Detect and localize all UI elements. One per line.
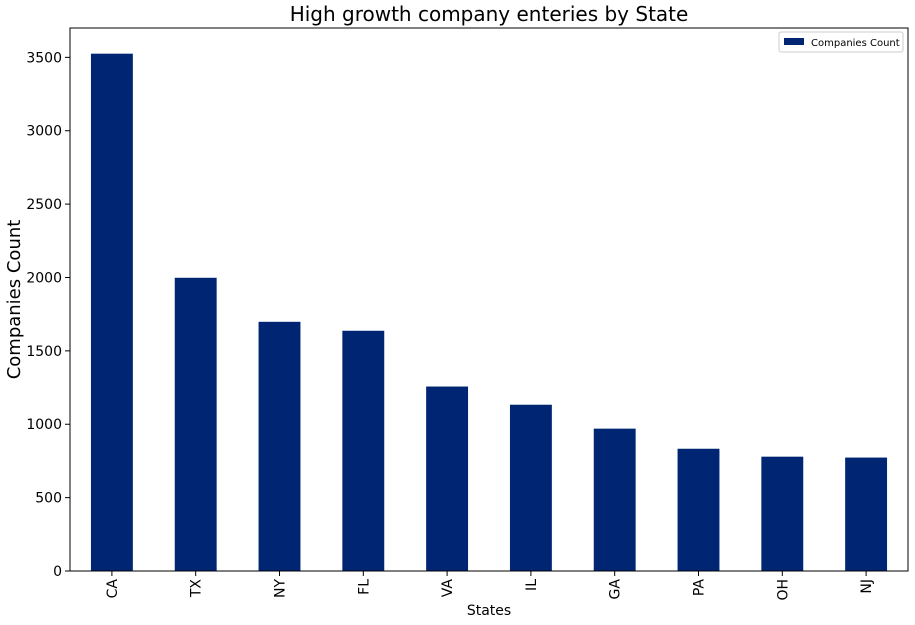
plot-frame — [69, 27, 909, 572]
y-tick-label: 2500 — [26, 197, 62, 213]
y-tick-label: 3500 — [26, 50, 62, 66]
legend: Companies Count — [778, 31, 904, 53]
x-tick-label: IL — [524, 579, 540, 591]
bar-ca — [90, 53, 133, 571]
bar-ny — [258, 321, 301, 571]
legend-label: Companies Count — [811, 38, 900, 49]
x-tick-label: NJ — [859, 579, 875, 594]
bar-va — [426, 386, 469, 571]
bar-pa — [677, 448, 720, 571]
y-tick-label: 1500 — [26, 344, 62, 360]
x-tick-label: FL — [356, 579, 372, 595]
bar-il — [509, 404, 552, 571]
y-tick-label: 0 — [53, 564, 62, 580]
bar-fl — [342, 330, 385, 571]
legend-box — [778, 31, 904, 53]
x-tick-label: TX — [189, 579, 205, 599]
y-tick-label: 3000 — [26, 124, 62, 140]
y-tick-label: 500 — [35, 491, 62, 507]
y-axis-ticks: 0 500 1000 1500 2000 2500 3000 3500 — [26, 50, 70, 580]
x-tick-label: CA — [105, 579, 121, 599]
bar-oh — [761, 456, 804, 571]
y-tick-label: 2000 — [26, 270, 62, 286]
x-tick-label: GA — [608, 579, 624, 600]
x-axis-title: States — [467, 603, 511, 619]
y-axis-title: Companies Count — [4, 220, 25, 380]
legend-swatch — [784, 38, 804, 45]
x-tick-label: OH — [775, 579, 791, 601]
y-tick-label: 1000 — [26, 417, 62, 433]
bars-group — [90, 53, 888, 571]
x-tick-label: VA — [440, 579, 456, 598]
bar-ga — [593, 428, 636, 571]
bar-tx — [174, 277, 217, 571]
x-tick-label: NY — [273, 579, 289, 598]
chart-title: High growth company enteries by State — [290, 2, 689, 26]
x-axis-ticks: CA TX NY FL VA IL GA PA OH NJ — [105, 571, 875, 601]
bar-nj — [845, 457, 888, 571]
x-tick-label: PA — [692, 579, 708, 597]
